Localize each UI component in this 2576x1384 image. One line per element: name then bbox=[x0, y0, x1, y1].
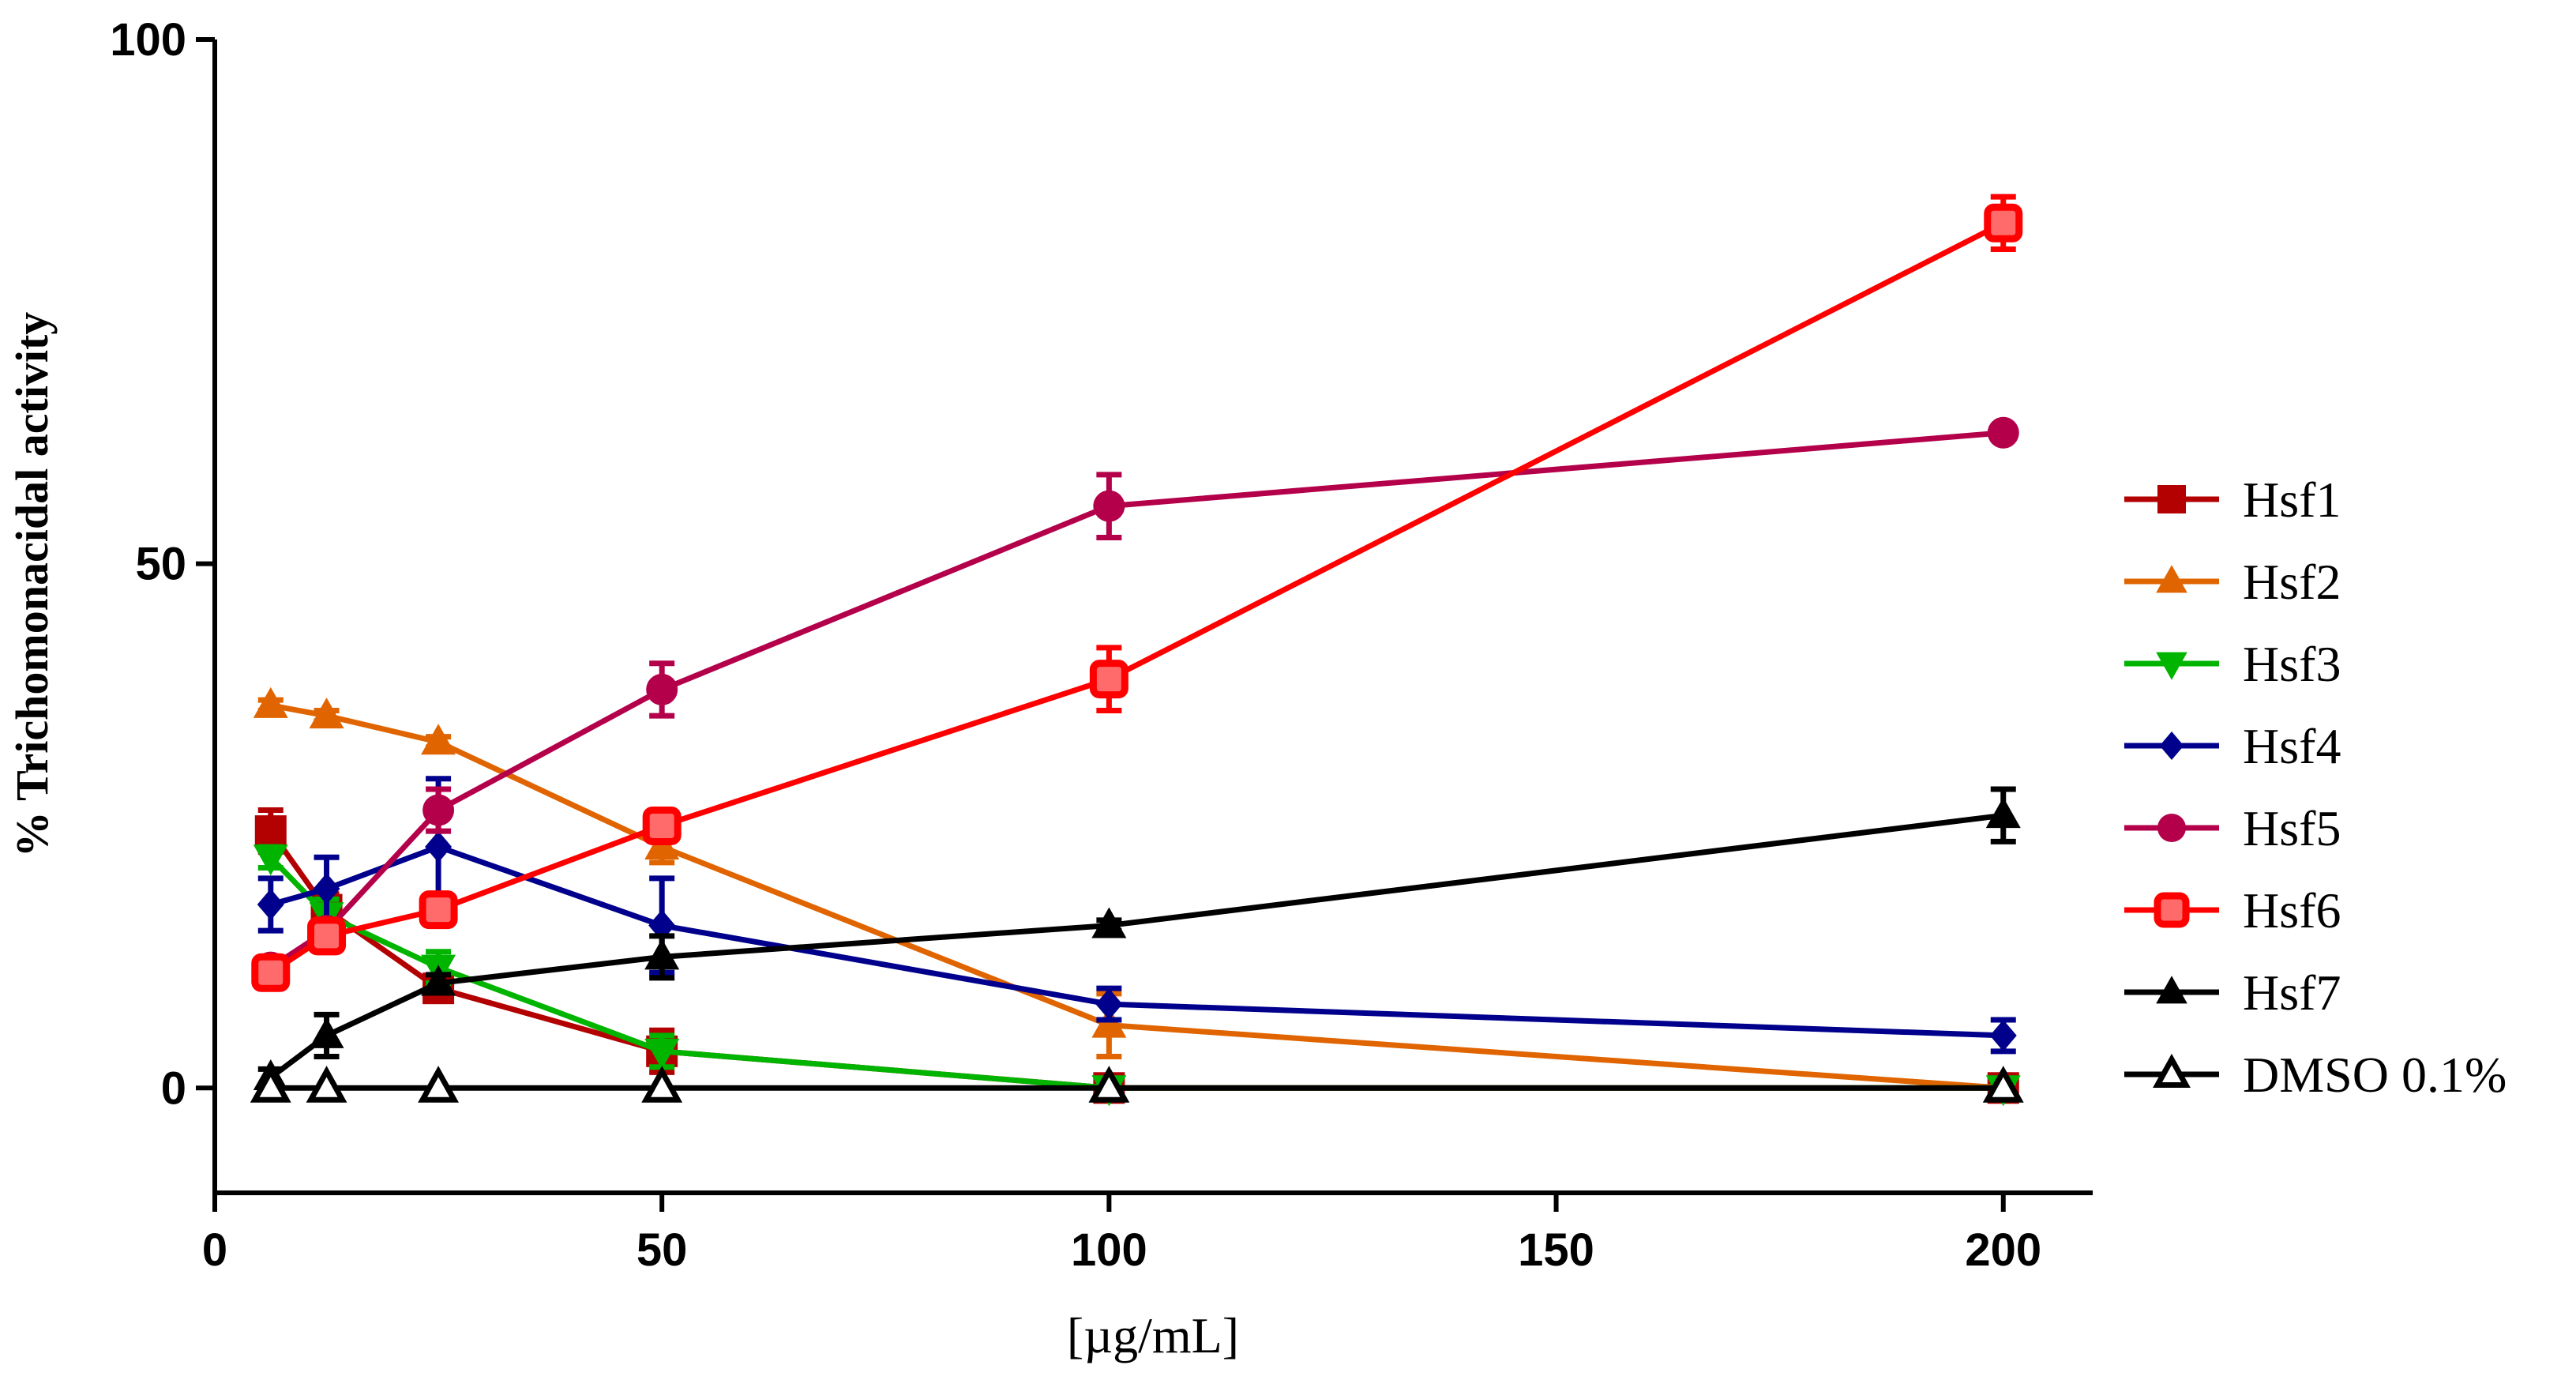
data-point bbox=[307, 916, 347, 956]
data-point bbox=[646, 673, 678, 705]
data-point bbox=[644, 938, 680, 970]
x-tick-label: 200 bbox=[1965, 1224, 2041, 1276]
legend-marker bbox=[2156, 565, 2187, 593]
y-axis-title: % Trichomonacidal activity bbox=[6, 312, 58, 858]
data-point bbox=[250, 1066, 291, 1103]
series-line-hsf7 bbox=[268, 812, 2004, 1080]
legend-item-hsf4: Hsf4 bbox=[2124, 718, 2341, 774]
data-point bbox=[309, 1017, 344, 1048]
data-point bbox=[641, 1066, 683, 1103]
legend-label: Hsf6 bbox=[2243, 882, 2341, 938]
legend-marker bbox=[2159, 731, 2184, 760]
legend: Hsf1 Hsf2 Hsf3 Hsf4 Hsf5 Hsf6 Hsf7 DMSO 0.1% bbox=[2124, 472, 2507, 1103]
x-tick-label: 50 bbox=[636, 1224, 688, 1276]
series-hsf1 bbox=[254, 807, 2019, 1104]
data-point bbox=[642, 806, 682, 845]
y-tick-label: 100 bbox=[110, 14, 186, 66]
data-point bbox=[1088, 1066, 1130, 1103]
legend-label: Hsf2 bbox=[2243, 554, 2341, 610]
y-tick-label: 50 bbox=[135, 539, 186, 590]
data-point bbox=[253, 686, 288, 718]
legend-label: Hsf4 bbox=[2243, 718, 2341, 774]
data-point bbox=[1984, 203, 2023, 243]
data-point bbox=[313, 873, 340, 905]
legend-item-hsf5: Hsf5 bbox=[2124, 800, 2341, 856]
data-point bbox=[1985, 797, 2021, 829]
series-layer bbox=[250, 194, 2024, 1107]
data-point bbox=[257, 889, 284, 920]
data-point bbox=[1982, 1066, 2024, 1103]
series-line-hsf6 bbox=[268, 220, 2005, 976]
data-point bbox=[309, 698, 344, 729]
legend-item-hsf1: Hsf1 bbox=[2124, 472, 2341, 528]
series-hsf4 bbox=[257, 776, 2017, 1055]
x-tick-label: 100 bbox=[1071, 1224, 1147, 1276]
legend-item-hsf3: Hsf3 bbox=[2124, 636, 2341, 692]
x-tick-label: 150 bbox=[1518, 1224, 1594, 1276]
legend-item-hsf6: Hsf6 bbox=[2124, 882, 2341, 938]
data-point bbox=[1091, 907, 1127, 938]
data-point bbox=[1989, 1019, 2017, 1051]
legend-label: Hsf3 bbox=[2243, 636, 2341, 692]
legend-label: Hsf5 bbox=[2243, 800, 2341, 856]
series-line-hsf2 bbox=[270, 702, 2004, 1091]
legend-marker bbox=[2153, 1053, 2191, 1088]
data-point bbox=[1095, 988, 1123, 1021]
data-point bbox=[1089, 660, 1128, 699]
data-point bbox=[251, 953, 291, 992]
data-point bbox=[422, 794, 455, 826]
series-hsf5 bbox=[254, 416, 2019, 983]
legend-marker bbox=[2156, 652, 2187, 680]
data-point bbox=[254, 815, 287, 848]
series-line-hsf1 bbox=[268, 829, 2003, 1091]
legend-item-hsf7: Hsf7 bbox=[2124, 965, 2341, 1021]
legend-label: DMSO 0.1% bbox=[2243, 1047, 2507, 1103]
data-point bbox=[306, 1066, 347, 1103]
data-point bbox=[419, 890, 458, 930]
data-point bbox=[418, 1066, 460, 1103]
x-axis-title: [µg/mL] bbox=[1067, 1307, 1239, 1363]
series-line-hsf5 bbox=[268, 430, 2004, 970]
legend-marker bbox=[2157, 485, 2186, 513]
legend-item-dmso-0-1: DMSO 0.1% bbox=[2124, 1047, 2507, 1103]
series-hsf6 bbox=[251, 194, 2023, 992]
y-tick-label: 0 bbox=[161, 1062, 186, 1114]
data-point bbox=[1987, 416, 2019, 449]
legend-label: Hsf1 bbox=[2243, 472, 2341, 528]
data-point bbox=[421, 965, 456, 996]
series-hsf7 bbox=[253, 786, 2021, 1090]
data-point bbox=[1093, 490, 1125, 522]
axes: 0 50 100 150 200 0 50 100 bbox=[110, 14, 2093, 1276]
data-point bbox=[421, 724, 456, 755]
data-point bbox=[425, 831, 452, 863]
data-point bbox=[253, 844, 288, 876]
series-hsf2 bbox=[253, 686, 2021, 1101]
legend-item-hsf2: Hsf2 bbox=[2124, 554, 2341, 610]
series-dmso-0-1 bbox=[250, 1066, 2024, 1103]
legend-marker bbox=[2157, 814, 2186, 842]
data-point bbox=[644, 1038, 680, 1070]
legend-marker bbox=[2154, 892, 2190, 928]
legend-label: Hsf7 bbox=[2243, 965, 2341, 1021]
legend-marker bbox=[2156, 976, 2187, 1004]
x-tick-label: 0 bbox=[202, 1224, 227, 1276]
